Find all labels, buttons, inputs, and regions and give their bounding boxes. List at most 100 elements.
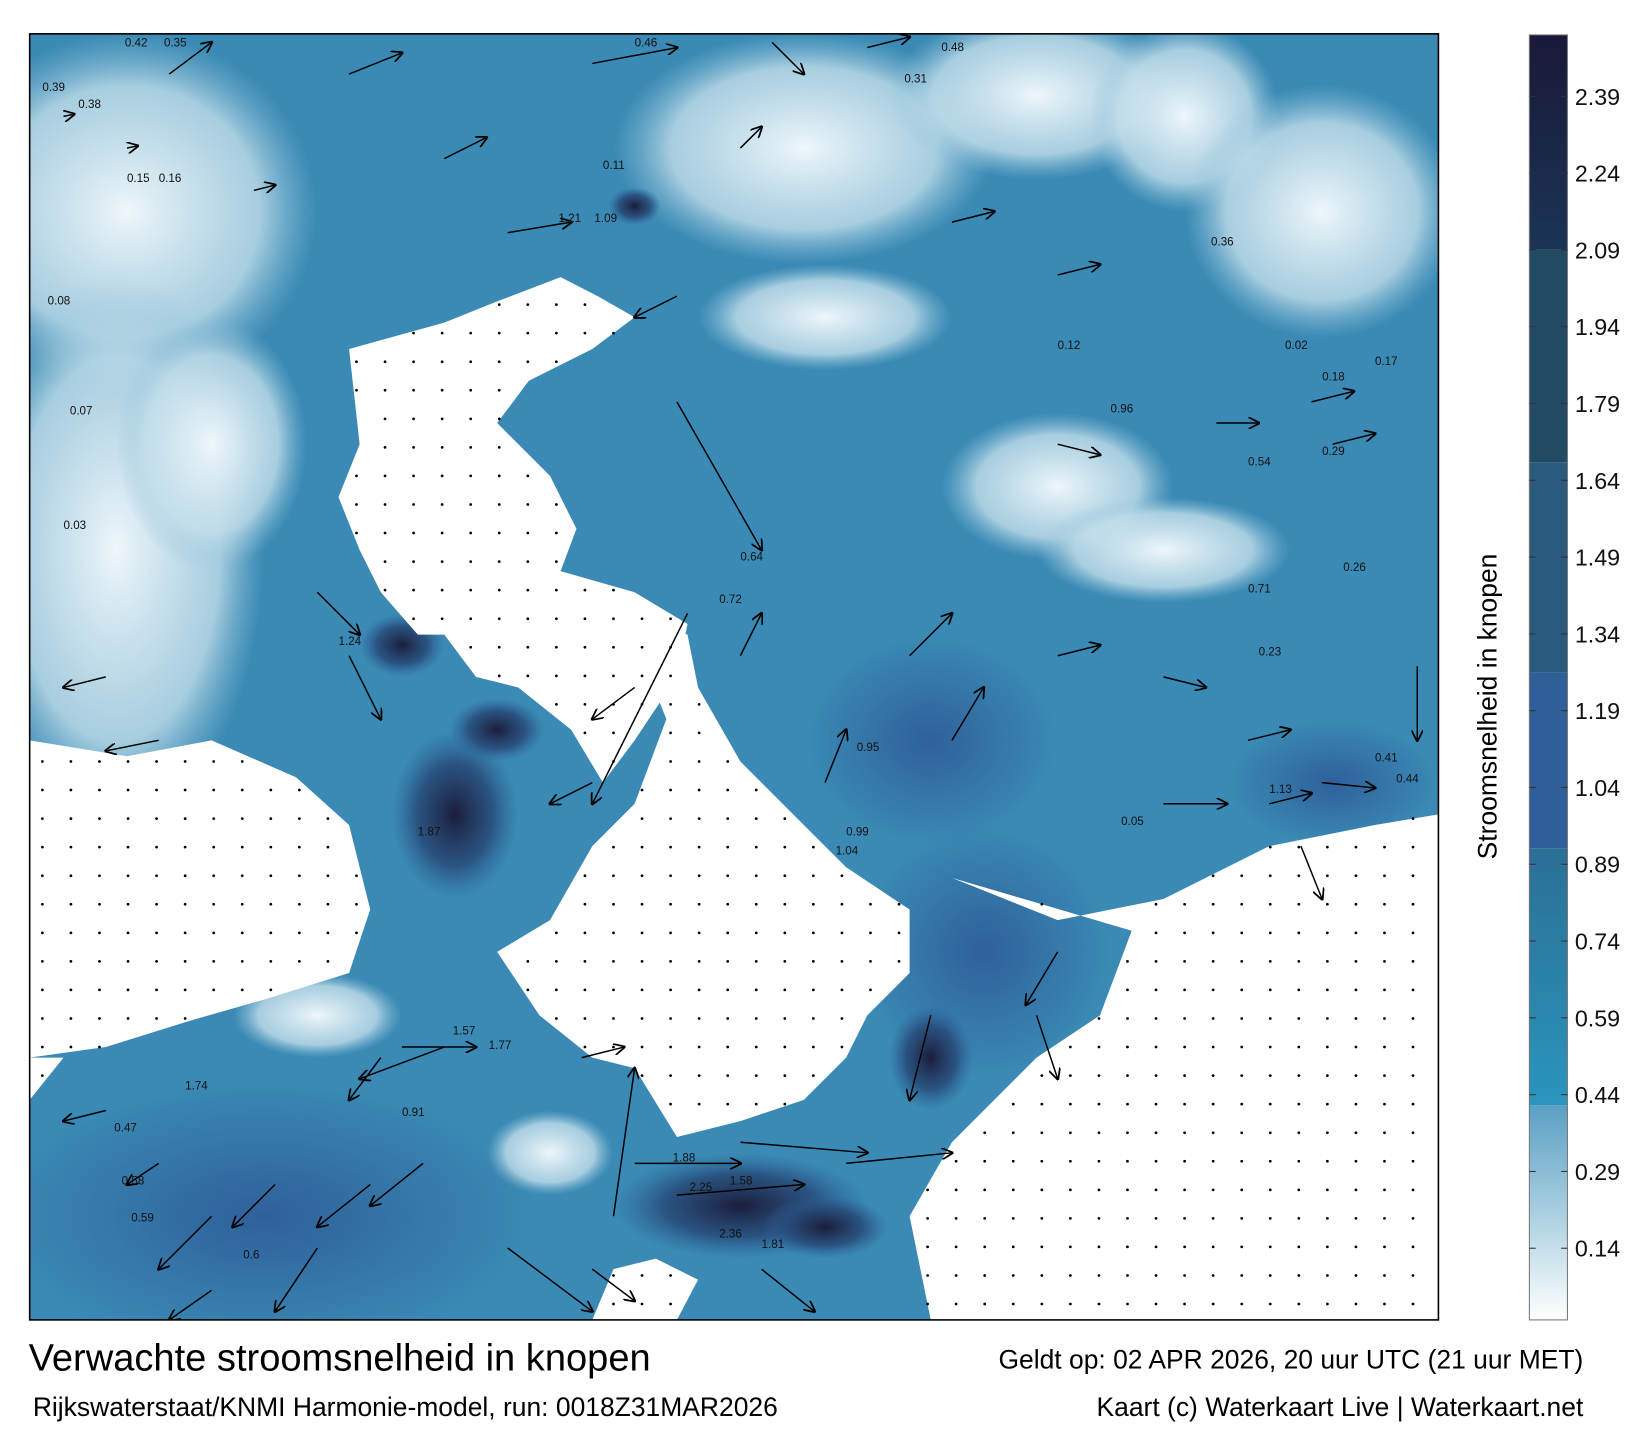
speed-label: 0.46 <box>635 37 658 50</box>
calm-dot <box>1240 1017 1244 1020</box>
calm-dot <box>1068 1274 1072 1277</box>
calm-dot <box>297 845 301 849</box>
calm-dot <box>840 931 844 935</box>
calm-dot <box>811 902 815 906</box>
calm-dot <box>1354 1131 1358 1135</box>
colorbar-tick-label: 2.24 <box>1575 161 1620 187</box>
calm-dot <box>526 360 530 364</box>
calm-dot <box>1411 988 1415 992</box>
speed-label: 0.91 <box>402 1106 425 1119</box>
calm-dot <box>554 931 558 935</box>
calm-dot <box>1411 960 1415 963</box>
calm-dot <box>297 874 301 878</box>
calm-dot <box>1325 1102 1329 1106</box>
calm-dot <box>983 1245 987 1249</box>
colorbar-tick-label: 0.44 <box>1575 1082 1620 1108</box>
calm-dot <box>726 960 730 963</box>
calm-dot <box>497 617 501 621</box>
calm-dot <box>669 1274 672 1277</box>
calm-dot <box>612 645 615 649</box>
calm-dot <box>1154 1045 1158 1049</box>
calm-dot <box>497 645 501 649</box>
calm-dot <box>754 1102 758 1106</box>
calm-dot <box>1240 1245 1244 1249</box>
calm-dot <box>1354 1159 1358 1163</box>
calm-dot <box>1268 1045 1272 1049</box>
calm-dot <box>1354 1217 1358 1220</box>
current-arrow <box>1057 264 1100 276</box>
credit-link[interactable]: Kaart (c) Waterkaart Live | Waterkaart.n… <box>1097 1392 1584 1422</box>
calm-dot <box>1411 1102 1415 1106</box>
calm-dot <box>640 788 644 792</box>
calm-dot <box>497 417 501 421</box>
calm-dot <box>69 874 73 878</box>
calm-dot <box>1011 1217 1015 1220</box>
calm-dot <box>726 817 730 820</box>
calm-dot <box>355 531 358 535</box>
colorbar-tick-label: 0.29 <box>1575 1159 1620 1185</box>
calm-dot <box>811 1074 815 1077</box>
calm-dot <box>1268 1188 1272 1192</box>
calm-dot <box>954 1302 958 1306</box>
calm-dot <box>497 503 501 506</box>
calm-dot <box>669 931 672 935</box>
calm-dot <box>1011 1131 1015 1135</box>
current-arrow <box>1332 434 1375 445</box>
calm-dot <box>69 1017 73 1020</box>
calm-dot <box>240 960 244 963</box>
speed-label: 0.48 <box>941 41 964 54</box>
calm-dot <box>1040 1159 1044 1163</box>
calm-dot <box>1268 960 1272 963</box>
calm-dot <box>440 417 444 421</box>
current-arrow <box>169 1289 213 1320</box>
current-arrow <box>1026 951 1059 1005</box>
calm-dot <box>640 960 644 963</box>
calm-dot <box>1240 1159 1244 1163</box>
calm-dot <box>1211 874 1215 878</box>
calm-dot <box>1383 845 1386 849</box>
calm-dot <box>1126 1017 1129 1020</box>
calm-dot <box>897 931 901 935</box>
calm-dot <box>669 960 672 963</box>
calm-dot <box>1268 1102 1272 1106</box>
speed-label: 0.02 <box>1285 339 1308 352</box>
speed-label: 0.23 <box>1259 646 1282 659</box>
calm-dot <box>612 1302 615 1306</box>
calm-dot <box>840 1045 844 1049</box>
speed-label: 0.05 <box>1121 815 1144 828</box>
calm-dot <box>1325 1045 1329 1049</box>
calm-dot <box>497 560 501 563</box>
calm-dot <box>240 874 244 878</box>
calm-dot <box>497 388 501 392</box>
current-arrow <box>1247 730 1290 742</box>
calm-dot <box>1240 931 1244 935</box>
shallow-zones <box>29 33 1439 1196</box>
calm-dot <box>240 760 244 763</box>
calm-dot <box>754 817 758 820</box>
calm-dot <box>554 303 558 306</box>
calm-dot <box>155 845 158 849</box>
speed-label: 0.58 <box>122 1175 145 1188</box>
calm-dot <box>383 588 387 592</box>
calm-dot <box>1240 1302 1244 1306</box>
calm-dot <box>269 960 273 963</box>
calm-dot <box>1383 1274 1386 1277</box>
calm-dot <box>98 988 101 992</box>
calm-dot <box>669 703 672 706</box>
calm-dot <box>1183 988 1186 992</box>
calm-dot <box>98 931 101 935</box>
current-arrow <box>316 591 359 634</box>
calm-dot <box>897 960 901 963</box>
calm-dot <box>40 960 44 963</box>
calm-dot <box>669 788 672 792</box>
calm-dot <box>783 1045 787 1049</box>
colorbar-tick-label: 2.09 <box>1575 237 1620 263</box>
calm-dot <box>526 303 530 306</box>
calm-dot <box>126 988 130 992</box>
calm-dot <box>869 931 872 935</box>
calm-dot <box>669 902 672 906</box>
calm-dot <box>155 817 158 820</box>
calm-dot <box>1011 1188 1015 1192</box>
calm-dot <box>1040 1245 1044 1249</box>
calm-dot <box>726 1017 730 1020</box>
